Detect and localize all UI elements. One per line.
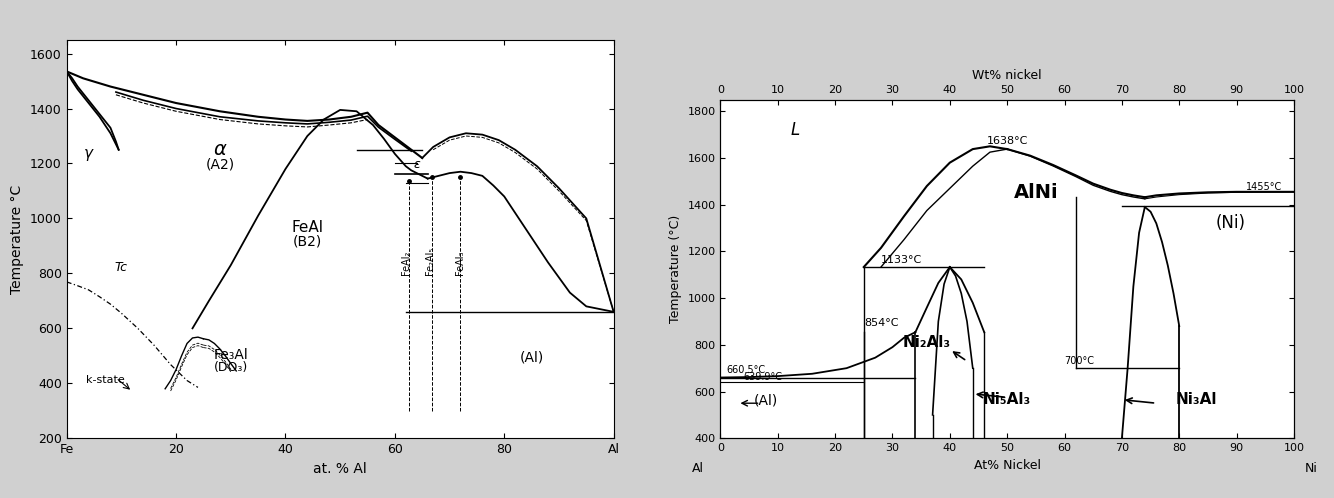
Text: (A2): (A2) [205,158,235,172]
Text: (DO₃): (DO₃) [213,361,248,374]
Text: L: L [790,121,799,138]
Text: 1455°C: 1455°C [1246,181,1282,192]
Text: k-state: k-state [85,375,124,385]
Text: FeAl: FeAl [291,220,323,235]
Text: FeAl₂: FeAl₂ [400,251,411,275]
Text: Ni: Ni [1305,462,1318,475]
Text: (Ni): (Ni) [1215,214,1246,232]
Text: 854°C: 854°C [864,318,898,328]
Text: ε: ε [414,157,420,171]
Text: Fe₂Al₅: Fe₂Al₅ [426,248,435,275]
X-axis label: At% Nickel: At% Nickel [974,459,1041,472]
Text: 1133°C: 1133°C [880,255,922,265]
Text: AlNi: AlNi [1014,183,1058,202]
Text: 700°C: 700°C [1065,356,1094,366]
Text: (Al): (Al) [754,393,778,407]
Text: Ni₅Al₃: Ni₅Al₃ [983,392,1031,407]
Text: (B2): (B2) [292,235,321,249]
Text: γ: γ [84,146,93,161]
Text: FeAl₃: FeAl₃ [455,251,466,275]
Text: α: α [213,140,227,159]
Y-axis label: Temperature °C: Temperature °C [11,184,24,294]
Text: Ni₃Al: Ni₃Al [1175,392,1217,407]
Text: (Al): (Al) [519,350,544,365]
Text: 639.9°C: 639.9°C [743,373,782,382]
Text: 1638°C: 1638°C [986,136,1029,146]
X-axis label: Wt% nickel: Wt% nickel [972,69,1042,82]
Text: Ni₂Al₃: Ni₂Al₃ [903,335,951,350]
Text: Fe₃Al: Fe₃Al [213,348,248,362]
X-axis label: at. % Al: at. % Al [313,462,367,476]
Text: Tc: Tc [115,261,128,274]
Text: 660.5°C: 660.5°C [726,365,766,375]
Text: Al: Al [691,462,703,475]
Y-axis label: Temperature (°C): Temperature (°C) [668,215,682,323]
